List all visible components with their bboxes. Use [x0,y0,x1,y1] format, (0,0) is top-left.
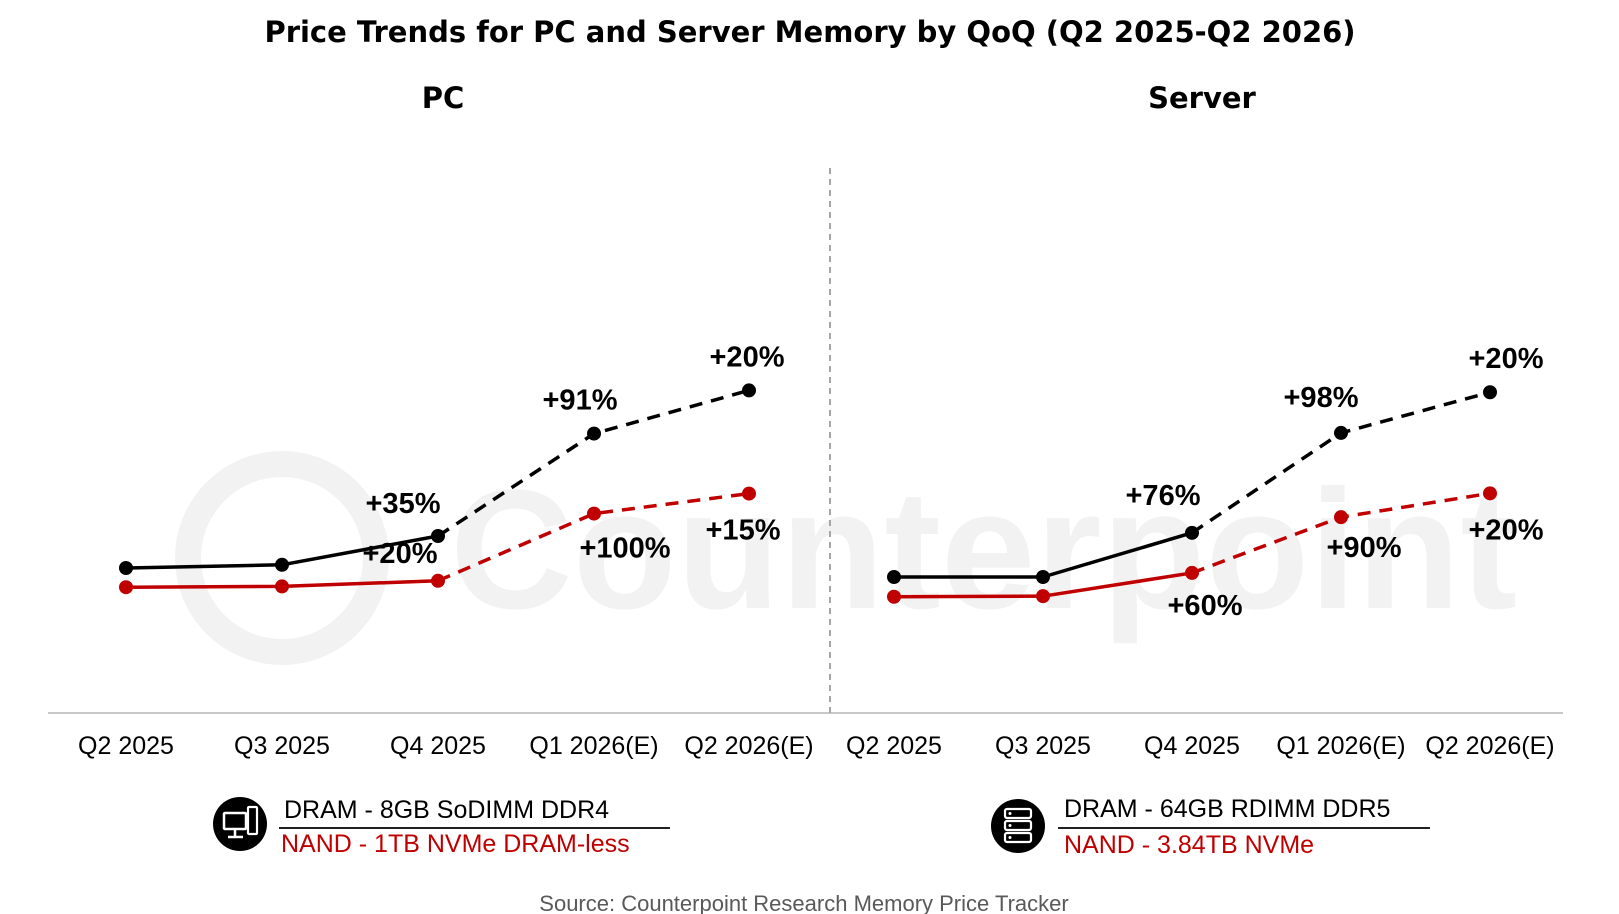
pc-dram-point [119,561,133,575]
pc-nand-point [275,579,289,594]
pc-nand-data-label: +20% [363,538,438,570]
legend-server-dram-label: DRAM - 64GB RDIMM DDR5 [1064,795,1390,823]
server-rack-icon [991,799,1045,853]
pc-dram-point [587,426,601,441]
legend-server: DRAM - 64GB RDIMM DDR5 NAND - 3.84TB NVM… [991,795,1430,859]
server-nand-data-label: +60% [1168,590,1243,622]
server-nand-point [1483,486,1497,501]
pc-dram-point [742,383,756,398]
server-dram-data-label: +98% [1284,382,1359,414]
pc-dram-data-label: +35% [366,488,441,520]
x-tick-label: Q2 2025 [846,732,942,760]
server-nand-data-label: +90% [1327,532,1402,564]
panel-title-server: Server [1148,81,1256,115]
watermark-text: Counterpoint [450,455,1517,645]
server-nand-point [1185,565,1199,580]
pc-nand-point [587,506,601,521]
pc-nand-point [431,573,445,588]
server-nand-data-label: +20% [1469,514,1544,546]
source-note: Source: Counterpoint Research Memory Pri… [539,891,1068,914]
pc-nand-data-label: +100% [579,533,670,565]
x-tick-label: Q2 2026(E) [684,732,813,760]
legend-pc: DRAM - 8GB SoDIMM DDR4 NAND - 1TB NVMe D… [213,796,670,858]
pc-dram-point [431,529,445,543]
server-dram-data-label: +76% [1126,480,1201,512]
pc-dram-point [275,557,289,572]
pc-nand-data-label: +15% [706,515,781,547]
pc-dram-data-label: +20% [710,341,785,373]
server-nand-point [1334,510,1348,525]
x-tick-label: Q3 2025 [234,732,330,760]
x-tick-label: Q1 2026(E) [1276,732,1405,760]
legend-pc-dram-label: DRAM - 8GB SoDIMM DDR4 [284,796,609,824]
pc-nand-point [742,486,756,501]
x-tick-label: Q4 2025 [390,732,486,760]
x-tick-label: Q1 2026(E) [529,732,658,760]
server-nand-point [887,589,901,604]
server-dram-point [1185,525,1199,540]
x-tick-label: Q4 2025 [1144,732,1240,760]
pc-nand-point [119,580,133,595]
series-layer: +35% +91% +20% +20% +100% +15% +76% +98% +20% +60… [119,341,1544,622]
server-nand-point [1036,589,1050,604]
watermark: Counterpoint [175,451,1517,665]
server-dram-point [1036,570,1050,584]
x-tick-label: Q2 2025 [78,732,174,760]
legend-server-nand-label: NAND - 3.84TB NVMe [1064,831,1314,859]
legend-pc-nand-label: NAND - 1TB NVMe DRAM-less [281,830,630,858]
desktop-computer-icon [213,797,267,851]
server-dram-point [1483,385,1497,400]
x-tick-label: Q2 2026(E) [1425,732,1554,760]
pc-nand-line-estimated [437,491,750,583]
chart-title: Price Trends for PC and Server Memory by… [264,15,1355,49]
panel-title-pc: PC [422,81,465,115]
x-tick-label: Q3 2025 [995,732,1091,760]
server-dram-point [887,570,901,584]
pc-dram-data-label: +91% [543,385,618,417]
server-dram-data-label: +20% [1469,343,1544,375]
server-dram-point [1334,425,1348,440]
watermark-logo-icon [175,451,389,665]
